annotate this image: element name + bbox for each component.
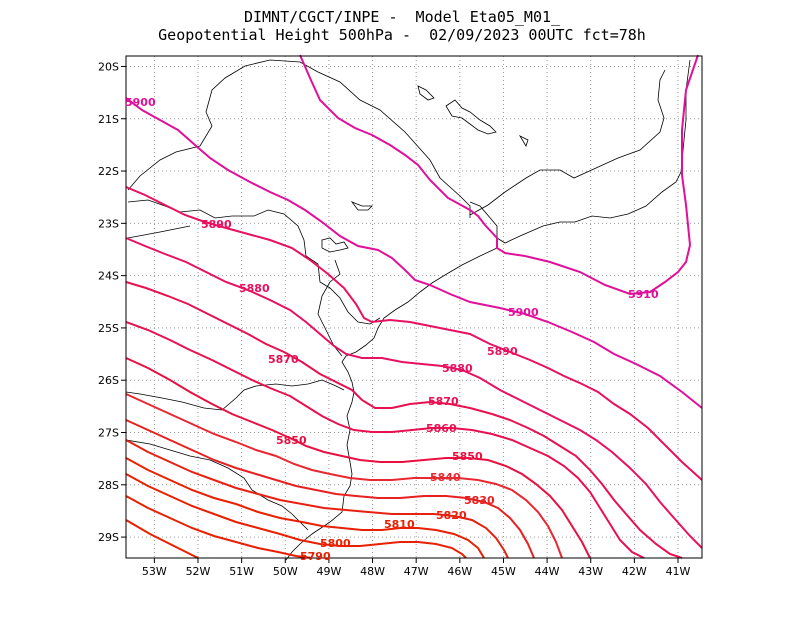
- contour-5800: [125, 473, 467, 559]
- state-border-sc-rs: [125, 439, 309, 531]
- map-title-line1: DIMNT/CGCT/INPE - Model Eta05_M01_: [243, 8, 561, 26]
- lat-tick-label: 23S: [98, 217, 119, 230]
- lon-tick-label: 46W: [447, 565, 472, 578]
- reservoir-3: [321, 237, 349, 253]
- contour-labels: 5900 5890 5880 5870 5850 5880 5870 5860 …: [125, 96, 659, 563]
- contour-5860: [125, 321, 645, 559]
- lon-tick-label: 42W: [622, 565, 647, 578]
- contour-label: 5890: [487, 345, 518, 358]
- state-border-pr-sp: [127, 199, 381, 325]
- contour-label: 5840: [430, 471, 461, 484]
- contour-label: 5800: [320, 537, 351, 550]
- contour-5790: [125, 495, 313, 559]
- contour-5850: [125, 357, 591, 559]
- lon-tick-label: 50W: [273, 565, 298, 578]
- lat-tick-label: 25S: [98, 322, 119, 335]
- contour-5870-a: [125, 281, 683, 559]
- lon-tick-label: 41W: [666, 565, 691, 578]
- contour-label: 5850: [276, 434, 307, 447]
- lat-tick-label: 21S: [98, 113, 119, 126]
- contour-label: 5890: [201, 218, 232, 231]
- lon-tick-label: 44W: [535, 565, 560, 578]
- contour-label: 5810: [384, 518, 415, 531]
- map-title-line2: Geopotential Height 500hPa - 02/09/2023 …: [158, 26, 646, 44]
- contour-label: 5880: [442, 362, 473, 375]
- reservoir-1: [445, 99, 497, 135]
- contour-5890-a: [125, 186, 703, 481]
- reservoir-4: [350, 201, 373, 211]
- lon-tick-label: 49W: [316, 565, 341, 578]
- contour-5780: [125, 519, 199, 559]
- lat-tick-label: 24S: [98, 270, 119, 283]
- lon-tick-label: 51W: [229, 565, 254, 578]
- contour-5830: [125, 419, 535, 559]
- contour-label: 5870: [268, 353, 299, 366]
- contour-5910: [299, 54, 699, 296]
- lon-tick-label: 52W: [186, 565, 211, 578]
- map-frame: [125, 55, 703, 559]
- lat-tick-label: 28S: [98, 479, 119, 492]
- contour-label: 5830: [464, 494, 495, 507]
- lat-lon-grid: [126, 56, 702, 558]
- lon-tick-label: 47W: [404, 565, 429, 578]
- longitude-labels: 53W 52W 51W 50W 49W 48W 47W 46W 45W 44W 43W 42W 41W: [142, 565, 691, 578]
- contour-label: 5790: [300, 550, 331, 563]
- latitude-labels: 20S 21S 22S 23S 24S 25S 26S 27S 28S 29S: [98, 60, 119, 544]
- contour-label: 5900: [508, 306, 539, 319]
- lon-tick-label: 48W: [360, 565, 385, 578]
- state-border-mg-rj-es: [469, 69, 666, 216]
- contour-label: 5870: [428, 395, 459, 408]
- lat-tick-label: 29S: [98, 531, 119, 544]
- contour-label: 5820: [436, 509, 467, 522]
- reservoir-2: [417, 85, 435, 101]
- contour-label: 5850: [452, 450, 483, 463]
- height-contours: [125, 54, 703, 559]
- contour-5840: [125, 393, 563, 559]
- contour-label: 5860: [426, 422, 457, 435]
- contour-label: 5910: [628, 288, 659, 301]
- lat-tick-label: 27S: [98, 427, 119, 440]
- border-mato-grosso-do-sul: [127, 225, 343, 357]
- state-border-pr-sc: [125, 379, 345, 411]
- contour-label: 5900: [125, 96, 156, 109]
- state-border-sp-mg: [127, 59, 471, 218]
- lon-tick-label: 43W: [578, 565, 603, 578]
- lat-tick-label: 26S: [98, 374, 119, 387]
- contour-5880-a: [125, 237, 703, 549]
- contour-label: 5880: [239, 282, 270, 295]
- lat-tick-label: 20S: [98, 60, 119, 73]
- contour-5820: [125, 439, 509, 559]
- axis-ticks: [121, 65, 679, 563]
- contour-5810: [125, 457, 485, 559]
- reservoir-5: [518, 135, 529, 147]
- lon-tick-label: 53W: [142, 565, 167, 578]
- lon-tick-label: 45W: [491, 565, 516, 578]
- lat-tick-label: 22S: [98, 165, 119, 178]
- contour-5900-a: [125, 97, 703, 409]
